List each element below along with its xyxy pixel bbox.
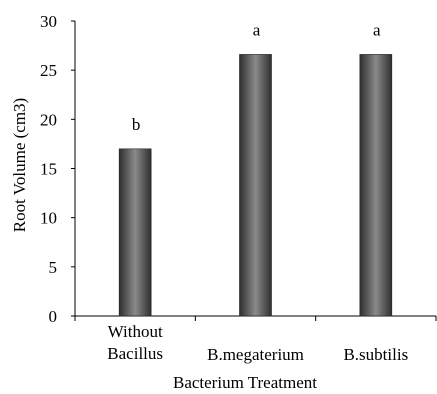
y-tick-label: 30 [40,12,57,31]
category-label: Bacillus [107,344,163,363]
y-tick-label: 0 [49,307,58,326]
bar [359,54,393,317]
category-label: B.megaterium [207,345,304,364]
data-label: a [253,20,261,39]
data-label: a [373,20,381,39]
data-label: b [132,115,141,134]
y-tick-label: 15 [40,160,57,179]
y-tick-label: 25 [40,61,57,80]
y-tick-label: 20 [40,110,57,129]
category-label: B.subtilis [343,345,408,364]
y-tick-label: 5 [49,258,58,277]
bar [239,54,272,317]
plot-area: 0 5 10 15 20 25 30 b Without Bacillus a B.megateriu… [40,12,437,364]
category-label: Without [108,322,163,341]
x-axis-title: Bacterium Treatment [173,373,317,392]
bar [118,148,152,317]
y-tick-label: 10 [40,209,57,228]
y-axis-title: Root Volume (cm3) [10,98,29,232]
